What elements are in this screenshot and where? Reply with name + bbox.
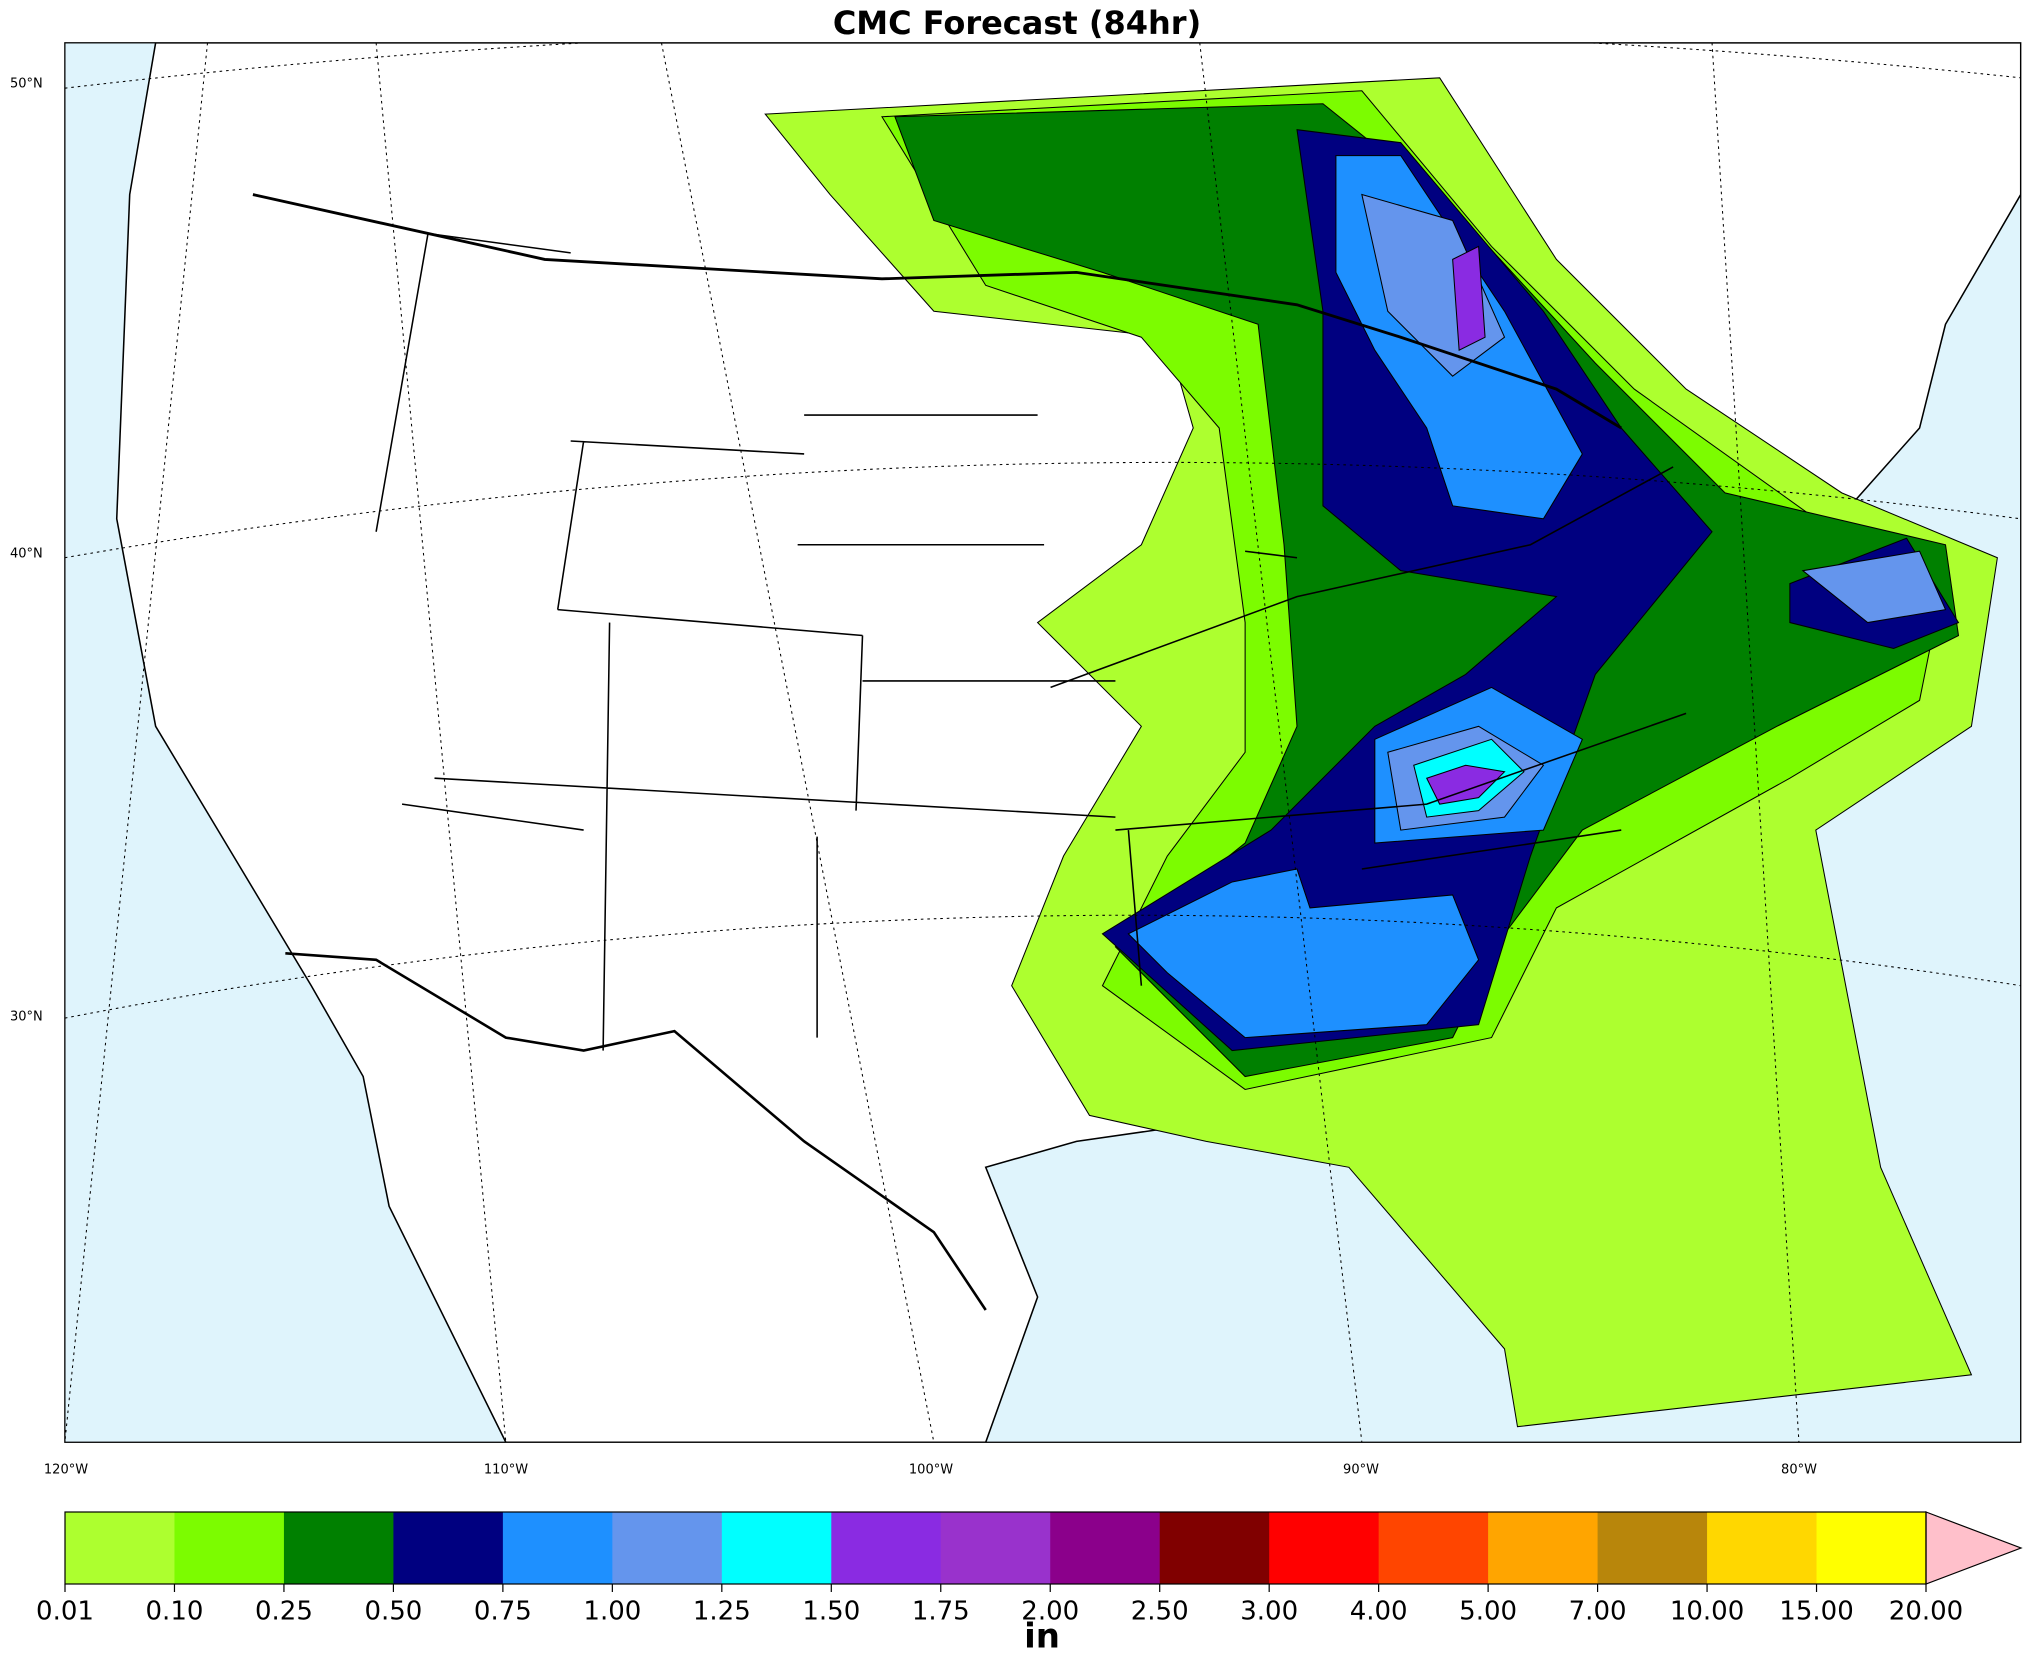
colorbar-tick-label: 0.50: [364, 1597, 422, 1627]
lon-label: 90°W: [1343, 1463, 1379, 1478]
colorbar-segment: [1707, 1512, 1818, 1584]
colorbar-segment: [612, 1512, 723, 1584]
colorbar-tick-label: 5.00: [1459, 1597, 1517, 1627]
colorbar-tick-label: 0.01: [36, 1597, 94, 1627]
lon-label: 120°W: [44, 1463, 88, 1478]
map: [64, 42, 2022, 1443]
colorbar-tick-label: 0.75: [474, 1597, 532, 1627]
colorbar-segment: [1050, 1512, 1161, 1584]
colorbar-segment: [721, 1512, 832, 1584]
lon-label: 110°W: [484, 1463, 528, 1478]
colorbar-segment: [1269, 1512, 1380, 1584]
colorbar-segment: [1378, 1512, 1489, 1584]
lat-label: 40°N: [10, 547, 43, 562]
colorbar-tick-label: 3.00: [1240, 1597, 1298, 1627]
colorbar-tick-label: 10.00: [1670, 1597, 1744, 1627]
axis-labels: 50°N 40°N 30°N 120°W 110°W 100°W 90°W 80°W: [10, 77, 1817, 1478]
colorbar-segment: [1488, 1512, 1599, 1584]
colorbar-tick-label: 0.25: [255, 1597, 313, 1627]
colorbar-segment: [831, 1512, 942, 1584]
colorbar-tick-label: 7.00: [1569, 1597, 1627, 1627]
colorbar-segment: [283, 1512, 394, 1584]
colorbar-tick-label: 1.50: [802, 1597, 860, 1627]
colorbar-tick-label: 15.00: [1779, 1597, 1853, 1627]
colorbar-segment: [393, 1512, 504, 1584]
lon-label: 100°W: [909, 1463, 953, 1478]
colorbar-segment: [502, 1512, 613, 1584]
colorbar-tick-label: 2.50: [1131, 1597, 1189, 1627]
colorbar-tick-label: 2.00: [1021, 1597, 1079, 1627]
colorbar-segment: [1159, 1512, 1270, 1584]
colorbar-segment: [174, 1512, 285, 1584]
graticule: [64, 42, 2021, 1443]
title: CMC Forecast (84hr): [833, 4, 1201, 42]
colorbar-frame: [64, 1511, 1927, 1585]
borders: [252, 193, 1687, 1311]
lon-label: 80°W: [1781, 1463, 1817, 1478]
lat-label: 30°N: [10, 1010, 43, 1025]
colorbar-tick-label: 0.10: [146, 1597, 204, 1627]
colorbar-tick-label: 20.00: [1889, 1597, 1963, 1627]
colorbar-tick-label: 1.00: [583, 1597, 641, 1627]
lat-label: 50°N: [10, 77, 43, 92]
colorbar: 0.01 0.10 0.25 0.50 0.75 1.00 1.25 1.50 1.75 2.00…: [36, 1511, 2023, 1627]
colorbar-tick-label: 4.00: [1350, 1597, 1408, 1627]
map-frame: [64, 42, 2022, 1443]
colorbar-segment: [940, 1512, 1051, 1584]
colorbar-extend: [1925, 1511, 2023, 1585]
colorbar-segment: [1597, 1512, 1708, 1584]
colorbar-unit: in: [1024, 1617, 1060, 1657]
colorbar-segment: [65, 1512, 175, 1584]
colorbar-tick-label: 1.75: [912, 1597, 970, 1627]
colorbar-tick-label: 1.25: [693, 1597, 751, 1627]
colorbar-segment: [1816, 1512, 1927, 1584]
